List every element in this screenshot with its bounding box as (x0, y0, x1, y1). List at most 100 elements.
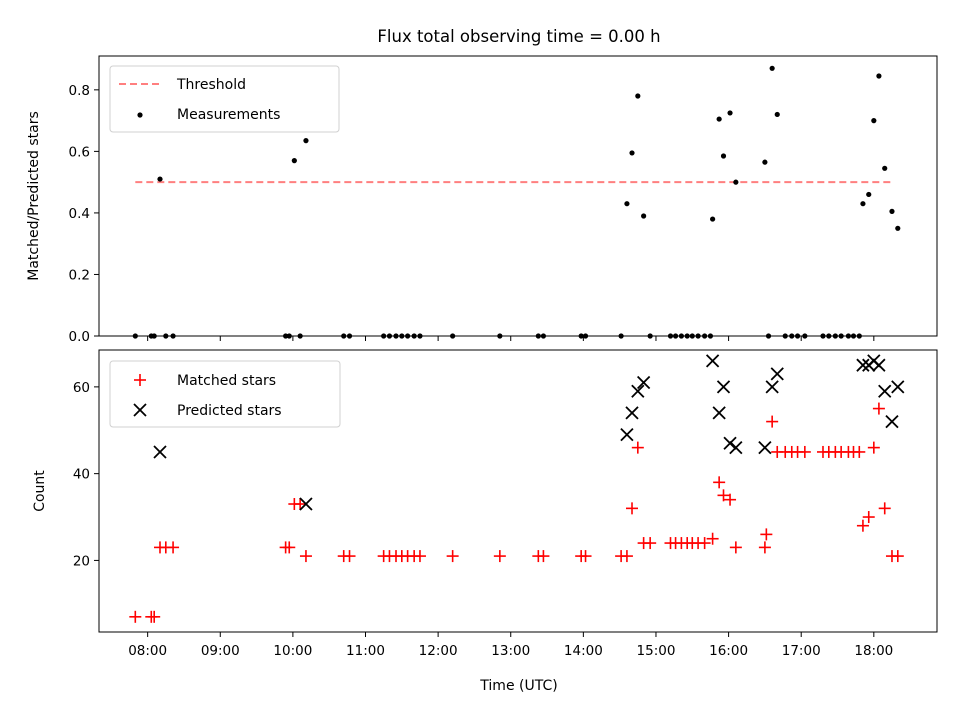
matched-star-point (878, 502, 891, 515)
measurement-point (716, 116, 722, 122)
measurement-point (889, 208, 895, 214)
matched-star-point (537, 550, 550, 563)
x-tick-label: 10:00 (273, 643, 312, 659)
predicted-star-point (620, 427, 634, 442)
bottom-axes-frame (98, 349, 938, 633)
matched-star-point (343, 550, 356, 563)
bottom-plot-area (129, 354, 905, 623)
matched-star-point (167, 541, 180, 554)
x-tick-label: 17:00 (782, 643, 821, 659)
measurement-point (727, 110, 733, 116)
top-y-tick-label: 0.4 (69, 206, 90, 222)
matched-star-point (446, 550, 459, 563)
matched-star-point (853, 445, 866, 458)
top-legend-box (109, 65, 340, 133)
measurement-point (769, 65, 775, 71)
predicted-star-point (153, 445, 167, 459)
top-y-tick-label: 0.2 (69, 267, 90, 283)
measurement-point (871, 118, 877, 124)
matched-star-point (294, 498, 307, 511)
matched-star-point (862, 511, 875, 524)
measurement-point (774, 111, 780, 118)
x-axis-label: Time (UTC) (479, 678, 557, 694)
matched-star-point (867, 441, 880, 454)
measurement-point (629, 150, 635, 156)
matched-star-point (579, 550, 592, 563)
x-tick-label: 15:00 (637, 643, 676, 659)
x-tick-label: 18:00 (854, 643, 893, 659)
bottom-y-tick-label: 40 (73, 467, 90, 483)
measurement-point (291, 158, 297, 164)
top-y-axis-label: Matched/Predicted stars (26, 111, 42, 281)
matched-star-point (891, 550, 904, 563)
matched-star-point (717, 489, 730, 502)
measurement-point (641, 213, 647, 219)
bottom-x-ticks: 08:00 09:00 10:00 11:00 12:00 13:00 14:00 15:00… (128, 632, 893, 659)
predicted-star-point (878, 384, 892, 398)
matched-star-point (413, 550, 426, 563)
bottom-legend: Matched stars Predicted stars (109, 360, 341, 428)
matched-star-point (856, 519, 869, 532)
predicted-star-point (729, 440, 743, 455)
matched-star-point (798, 445, 811, 458)
x-tick-label: 14:00 (564, 643, 603, 659)
matched-star-point (729, 541, 742, 554)
bottom-y-tick-label: 60 (73, 380, 90, 396)
bottom-y-ticks: 20 40 60 (73, 380, 99, 569)
measurement-point (876, 73, 882, 79)
predicted-star-point (636, 375, 651, 390)
predicted-star-point (299, 497, 313, 511)
measurement-point (733, 179, 739, 185)
top-y-tick-label: 0.6 (69, 144, 90, 160)
x-tick-label: 12:00 (419, 643, 458, 659)
predicted-star-point (723, 436, 737, 450)
measurements-legend-label: Measurements (177, 107, 280, 123)
predicted-star-point (758, 440, 772, 455)
matched-star-point (760, 528, 773, 541)
bottom-panel: 20 40 60 08:00 09:00 10:00 11:00 12:00 13:00 14:… (32, 349, 938, 694)
matched-star-point (129, 610, 142, 623)
matched-star-point (698, 537, 711, 550)
measurement-point (860, 201, 866, 207)
bottom-y-tick-label: 20 (73, 553, 90, 569)
matched-star-point (872, 402, 885, 415)
matched-legend-swatch (134, 374, 146, 386)
matched-star-point (706, 532, 719, 545)
matched-star-point (631, 441, 644, 454)
measurements-legend-swatch (137, 112, 143, 118)
threshold-legend-label: Threshold (176, 77, 246, 93)
predicted-star-point (716, 380, 731, 394)
matched-star-point (148, 610, 161, 623)
matched-star-point (493, 550, 506, 563)
matched-star-point (283, 541, 296, 554)
measurement-point (635, 93, 641, 99)
matched-star-point (758, 541, 771, 554)
predicted-star-point (625, 406, 639, 420)
measurement-point (157, 176, 163, 182)
matched-legend-label: Matched stars (177, 373, 276, 389)
bottom-y-axis-label: Count (32, 470, 48, 512)
predicted-star-point (856, 358, 870, 372)
measurement-point (762, 159, 768, 165)
measurement-point (720, 153, 727, 159)
x-tick-label: 16:00 (709, 643, 748, 659)
matched-star-point (713, 476, 726, 489)
measurement-point (866, 191, 872, 198)
x-tick-label: 08:00 (128, 643, 167, 659)
predicted-star-point (872, 358, 886, 372)
predicted-star-point (770, 367, 784, 381)
matched-star-point (626, 502, 639, 515)
predicted-star-point (631, 384, 645, 398)
top-y-tick-label: 0.0 (69, 329, 90, 345)
top-y-tick-label: 0.8 (69, 83, 90, 99)
predicted-star-point (765, 380, 779, 394)
measurement-point (895, 225, 901, 231)
predicted-legend-swatch (133, 403, 147, 417)
predicted-star-point (712, 406, 726, 420)
measurement-point (882, 165, 888, 171)
bottom-legend-box (109, 360, 341, 428)
predicted-star-point (885, 414, 899, 429)
top-panel: 0.00.20.40.60.8 Matched/Predicted stars … (26, 55, 938, 345)
top-axes-frame (98, 55, 938, 337)
